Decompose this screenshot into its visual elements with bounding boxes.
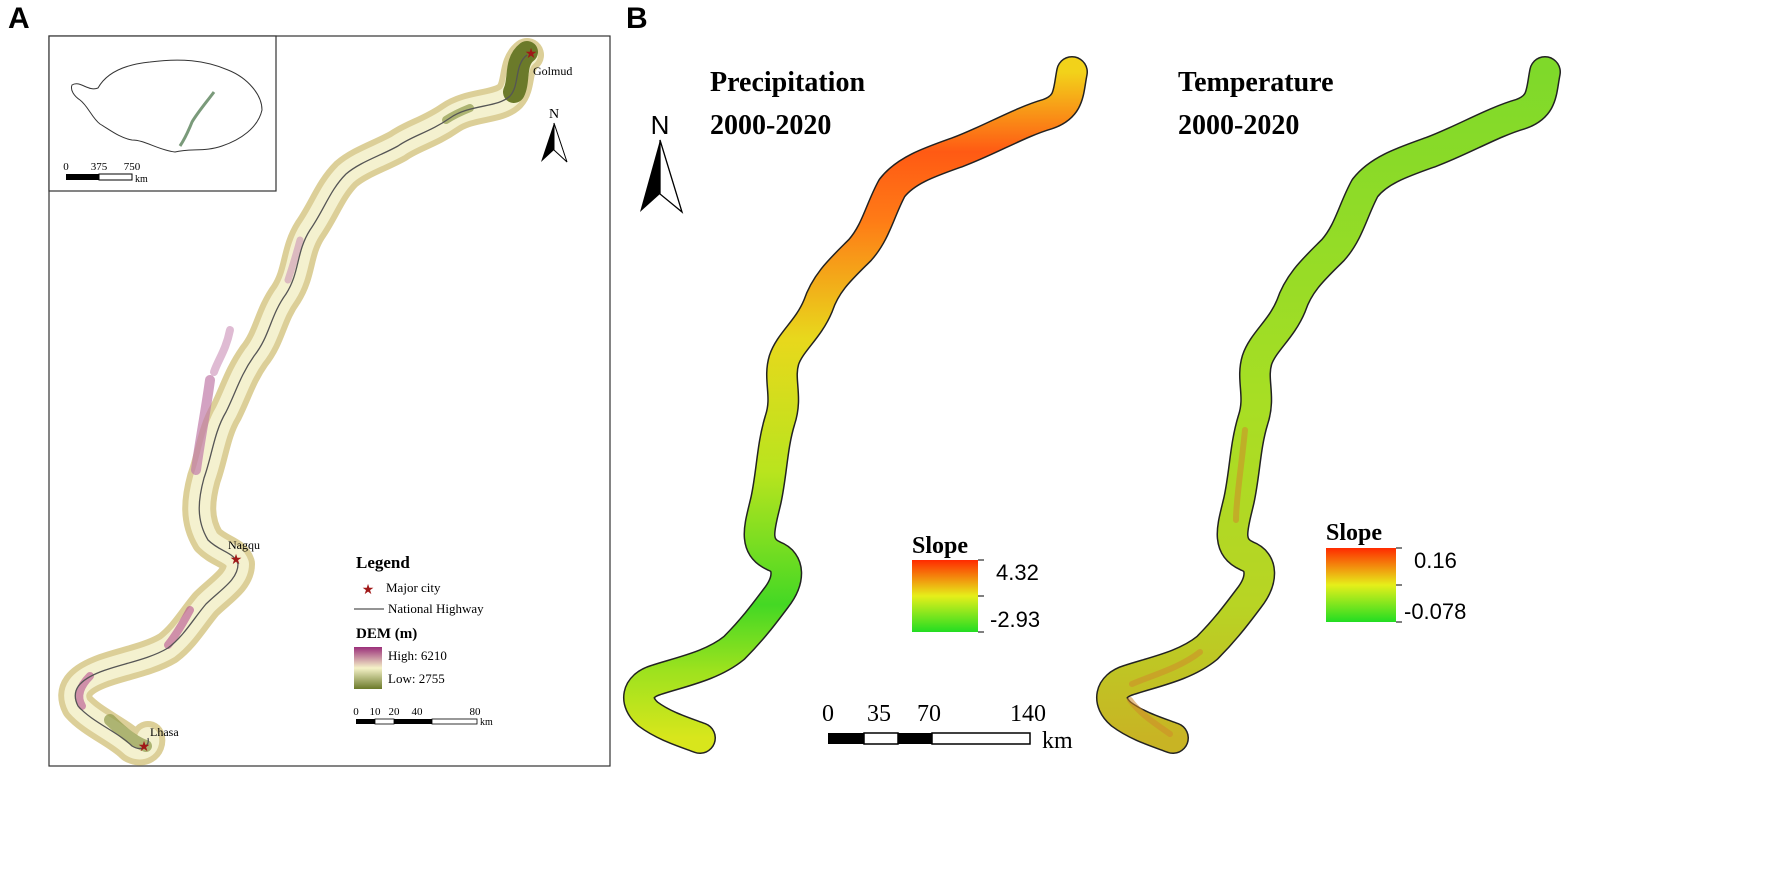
city-label-golmud: Golmud [533,64,572,78]
inset-scale-tick-750: 750 [124,161,141,173]
legend-title: Legend [356,553,410,572]
scale-b-seg-2 [863,732,899,745]
inset-scale-tick-375: 375 [91,161,108,173]
city-golmud: ★ Golmud [525,45,573,78]
scale-bar-b: 0 35 70 140 km [822,701,1073,754]
scale-seg-3 [394,719,432,724]
inset-route [178,91,216,147]
dem-high-patch-3 [164,606,194,649]
temp-map [1096,56,1561,754]
temp-slope-ramp [1326,548,1396,622]
scale-seg-4 [431,718,478,725]
inset-map: 0 375 750 km [48,35,277,192]
temp-legend: Slope 0.16 -0.078 [1326,520,1466,624]
scale-tick-20: 20 [389,706,401,718]
legend-dem-high: High: 6210 [388,648,447,663]
inset-scale-bar-light [98,173,133,181]
dem-color-ramp [354,647,382,689]
precip-map [623,56,1088,754]
dem-corridor [58,38,544,766]
city-nagqu: ★ Nagqu [228,538,260,567]
scale-bar-a: 0 10 20 40 80 km [353,706,493,728]
inset-scale-bar-dark [66,174,99,180]
legend-highway-label: National Highway [388,601,484,616]
temp-legend-max: 0.16 [1414,548,1457,573]
scale-b-seg-3 [898,733,932,744]
north-arrow-a: N [541,107,568,163]
panel-letter-b: B [626,2,648,35]
scale-b-unit: km [1042,728,1073,754]
scale-b-tick-70: 70 [917,701,941,727]
precip-slope-ramp [912,560,978,632]
north-arrow-icon [640,140,660,212]
dem-high-patch-5 [284,236,304,284]
precip-legend: Slope 4.32 -2.93 [912,533,1040,633]
star-icon: ★ [362,581,375,597]
north-label-b: N [651,110,670,140]
temp-corridor-fill [1097,57,1560,753]
precip-corridor-fill [624,57,1087,753]
temp-corridor-outline [1096,56,1561,754]
scale-b-tick-0: 0 [822,701,834,727]
precip-legend-title: Slope [912,533,968,559]
scale-tick-0: 0 [353,706,359,718]
inset-frame [48,35,277,192]
precip-title-line1: Precipitation [710,67,865,98]
precip-legend-min: -2.93 [990,607,1040,632]
temp-legend-min: -0.078 [1404,599,1466,624]
temp-title-line1: Temperature [1178,67,1334,98]
precip-legend-max: 4.32 [996,560,1039,585]
star-icon: ★ [230,551,243,567]
scale-b-tick-140: 140 [1010,701,1046,727]
city-label-nagqu: Nagqu [228,538,260,552]
temp-title-line2: 2000-2020 [1178,110,1299,141]
north-label-a: N [549,107,559,122]
scale-seg-2 [374,718,395,725]
precip-corridor-outline [623,56,1088,754]
scale-tick-80: 80 [470,706,482,718]
legend-city-label: Major city [386,580,441,595]
dem-low-patch-lhasa [104,714,152,752]
legend-a: Legend ★ Major city National Highway DEM… [354,553,484,689]
scale-tick-40: 40 [412,706,424,718]
north-arrow-b: N [640,110,684,214]
scale-b-tick-35: 35 [867,701,891,727]
city-label-lhasa: Lhasa [150,725,179,739]
scale-seg-1 [356,719,375,724]
temp-warm-patches [1127,427,1248,737]
national-highway-line [74,54,528,750]
inset-scale-tick-0: 0 [63,161,69,173]
scale-b-seg-4 [931,732,1031,745]
dem-high-patch-2 [210,326,234,376]
scale-b-seg-1 [828,733,864,744]
temp-legend-title: Slope [1326,520,1382,546]
inset-plateau-outline [71,59,263,153]
scale-unit-a: km [480,717,493,728]
panel-letter-a: A [8,2,30,35]
star-icon: ★ [525,45,538,61]
city-lhasa: ★ Lhasa [138,725,180,754]
inset-scale-unit: km [135,174,148,185]
dem-high-patch-1 [191,375,215,475]
north-arrow-icon [541,123,554,162]
star-icon: ★ [138,738,151,754]
scale-tick-10: 10 [370,706,382,718]
legend-dem-low: Low: 2755 [388,671,445,686]
precip-title-line2: 2000-2020 [710,110,831,141]
legend-dem-title: DEM (m) [356,626,417,642]
